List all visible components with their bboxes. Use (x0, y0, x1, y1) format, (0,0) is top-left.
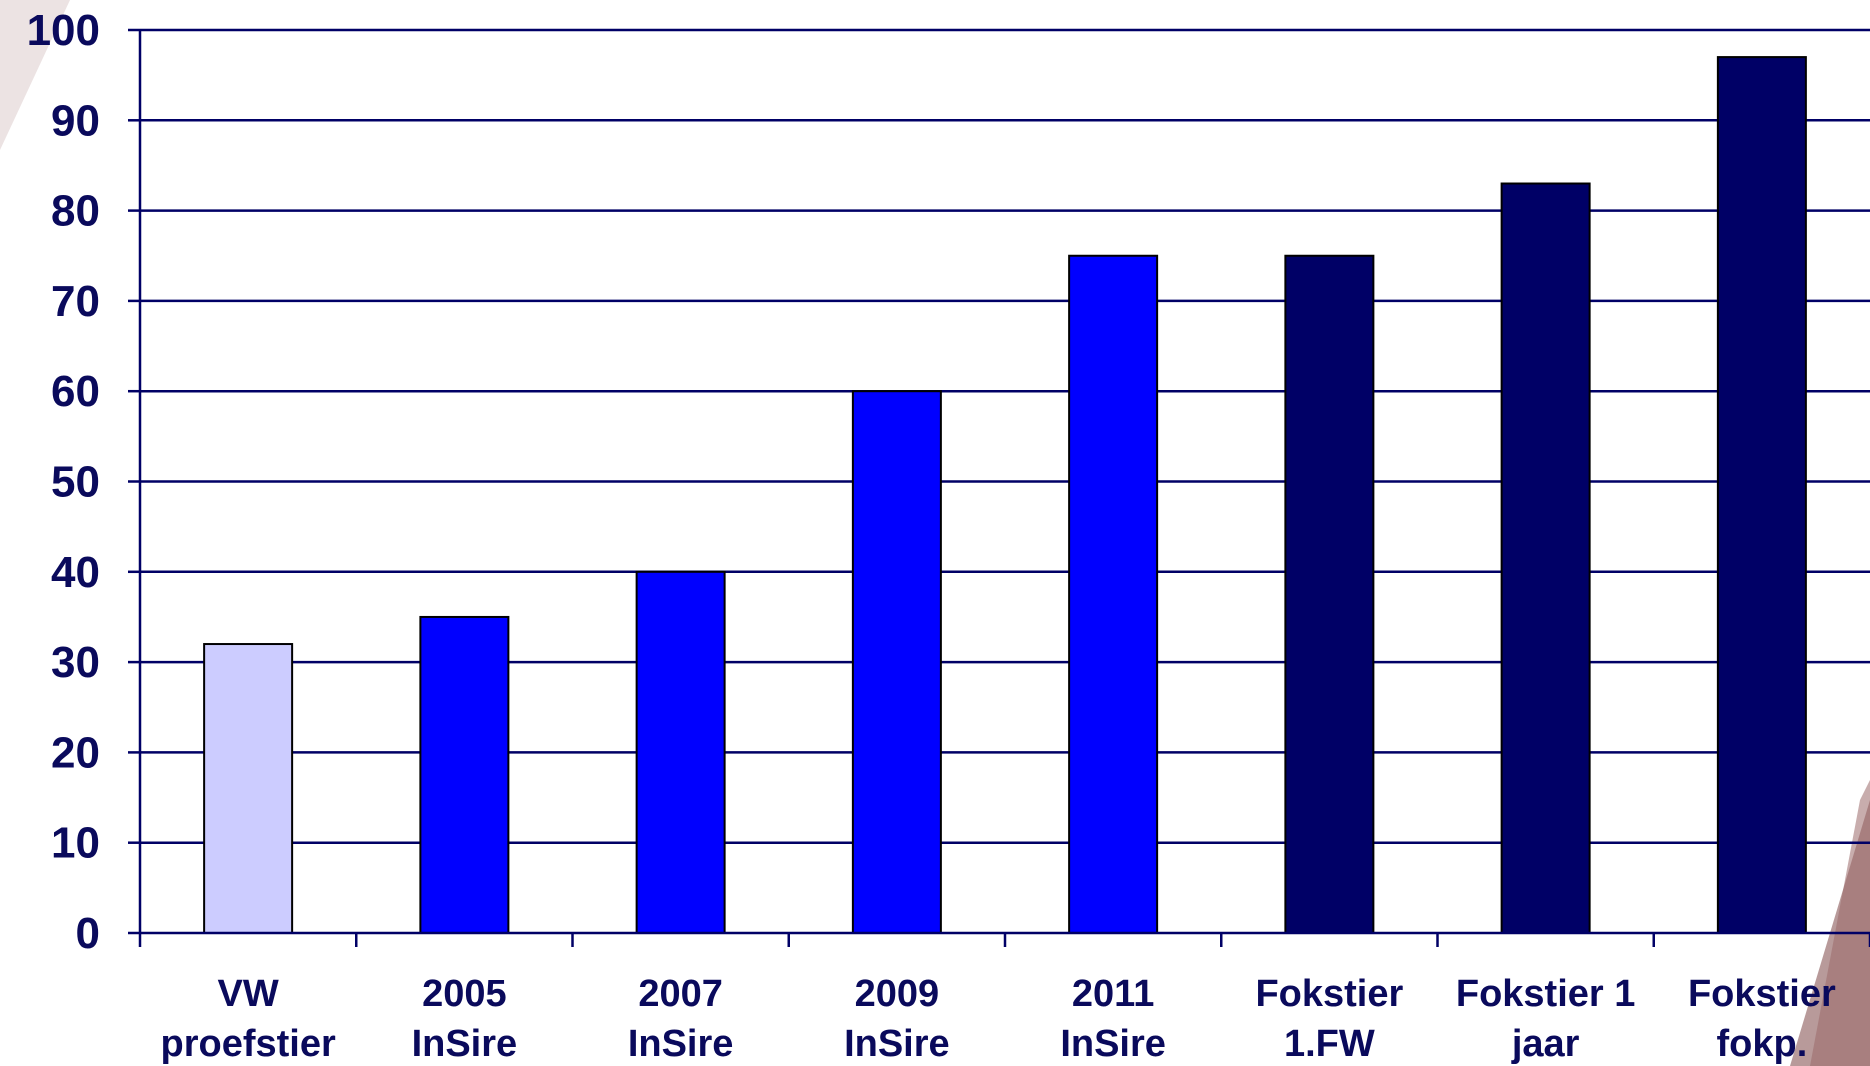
x-tick-label-line: Fokstier 1 (1456, 973, 1636, 1015)
y-tick-label: 80 (51, 187, 100, 236)
y-tick-label: 10 (51, 819, 100, 868)
y-tick-label: 100 (27, 6, 100, 55)
x-tick-label-line: jaar (1511, 1023, 1580, 1065)
y-tick-label: 20 (51, 728, 100, 777)
x-tick-label-line: 2011 (1072, 973, 1154, 1015)
bar (1068, 254, 1159, 934)
bars (203, 56, 1807, 934)
x-tick-label-line: Fokstier (1688, 973, 1836, 1015)
bar (635, 570, 726, 934)
x-tick-label: 2005 InSire (412, 973, 518, 1065)
axes (128, 28, 1870, 947)
bar (419, 615, 510, 934)
bar (851, 390, 942, 934)
y-tick-label: 50 (51, 458, 100, 507)
x-tick-label: 2009 InSire (844, 973, 950, 1065)
x-tick-label-line: 2005 (422, 973, 507, 1015)
background-corner-shape (0, 0, 70, 150)
x-tick-label-line: 2007 (638, 973, 723, 1015)
x-tick-label-line: InSire (412, 1023, 518, 1065)
y-tick-labels: 0 10 20 30 40 50 60 70 80 90 100 (27, 6, 100, 958)
x-tick-label-line: InSire (844, 1023, 950, 1065)
bar (1716, 56, 1807, 934)
x-tick-label: VW proefstier (160, 973, 335, 1065)
x-tick-label: Fokstier 1.FW (1255, 973, 1403, 1065)
x-tick-labels: VW proefstier 2005 InSire 2007 InSire 2009 InSi… (160, 973, 1836, 1065)
x-tick-label-line: proefstier (160, 1023, 335, 1065)
bar (203, 643, 294, 934)
y-tick-label: 0 (76, 909, 100, 958)
x-tick-label-line: fokp. (1716, 1023, 1807, 1065)
y-tick-label: 30 (51, 638, 100, 687)
gridlines (140, 28, 1870, 844)
y-tick-label: 70 (51, 277, 100, 326)
background-corner-shape (1810, 780, 1870, 1066)
x-tick-label: 2011 InSire (1060, 973, 1166, 1065)
x-tick-label-line: InSire (1060, 1023, 1166, 1065)
x-tick-label: Fokstier 1 jaar (1456, 973, 1636, 1065)
x-tick-label-line: VW (218, 973, 279, 1015)
bar (1284, 254, 1375, 934)
x-tick-label-line: 1.FW (1284, 1023, 1375, 1065)
x-tick-label: 2007 InSire (628, 973, 734, 1065)
y-tick-label: 40 (51, 548, 100, 597)
bar (1500, 182, 1591, 934)
x-tick-label: Fokstier fokp. (1688, 973, 1836, 1065)
y-tick-label: 60 (51, 367, 100, 416)
x-tick-label-line: Fokstier (1255, 973, 1403, 1015)
x-tick-label-line: 2009 (855, 973, 940, 1015)
y-tick-label: 90 (51, 96, 100, 145)
x-tick-label-line: InSire (628, 1023, 734, 1065)
